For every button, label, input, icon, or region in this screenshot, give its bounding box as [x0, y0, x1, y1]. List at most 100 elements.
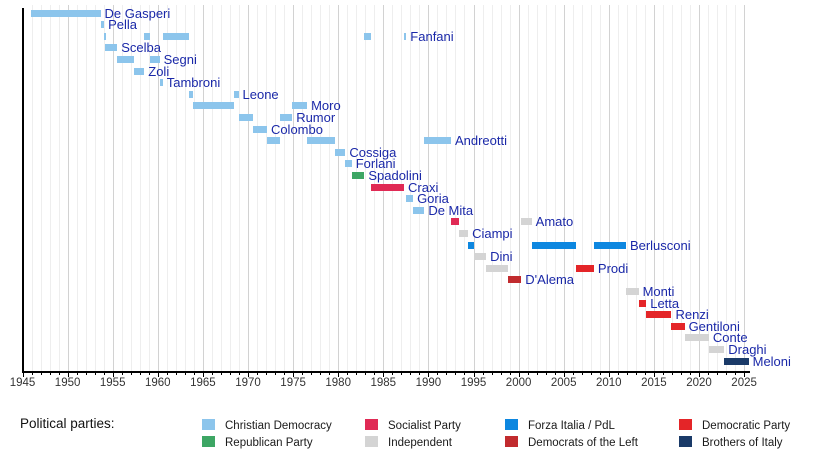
gridline [338, 5, 340, 371]
minor-tick [320, 372, 322, 375]
gridline [437, 5, 439, 371]
gridline [680, 5, 682, 371]
term-bar-ciampi-1 [458, 229, 469, 237]
term-bar-craxi-1 [370, 183, 405, 191]
gridline [491, 5, 493, 371]
pm-label-amato: Amato [535, 214, 574, 230]
legend-swatch-ind [365, 436, 378, 447]
term-bar-goria-1 [406, 195, 414, 203]
pm-label-zoli: Zoli [148, 63, 170, 79]
minor-tick [419, 372, 421, 375]
gridline [644, 5, 646, 371]
term-bar-cossiga-1 [334, 148, 346, 156]
major-tick [383, 372, 385, 377]
gridline [662, 5, 664, 371]
gridline [599, 5, 601, 371]
pm-label-ciampi: Ciampi [472, 225, 513, 241]
pm-label-segni: Segni [163, 51, 197, 67]
minor-tick [175, 372, 177, 375]
term-bar-berlusconi-3 [593, 241, 626, 249]
minor-tick [464, 372, 466, 375]
gridline [302, 5, 304, 371]
minor-tick [717, 372, 719, 375]
minor-tick [184, 372, 186, 375]
term-bar-meloni-1 [724, 357, 749, 365]
pm-label-rumor: Rumor [296, 109, 336, 125]
term-bar-amato-2 [521, 218, 532, 226]
gridline [166, 5, 168, 371]
minor-tick [509, 372, 511, 375]
minor-tick [662, 372, 664, 375]
term-bar-d-alema-1 [507, 276, 522, 284]
term-bar-zoli-1 [133, 67, 145, 75]
gridline [744, 5, 746, 371]
gridline [293, 5, 295, 371]
term-bar-andreotti-2 [307, 137, 335, 145]
gridline [139, 5, 141, 371]
axis-tick-label-1990: 1990 [415, 377, 442, 389]
gridline [527, 5, 529, 371]
term-bar-monti-1 [625, 287, 639, 295]
minor-tick [365, 372, 367, 375]
pm-label-dini: Dini [490, 249, 513, 265]
major-tick [428, 372, 430, 377]
pm-label-leone: Leone [242, 86, 279, 102]
minor-tick [347, 372, 349, 375]
minor-tick [536, 372, 538, 375]
gridline [518, 5, 520, 371]
minor-tick [49, 372, 51, 375]
minor-tick [130, 372, 132, 375]
minor-tick [103, 372, 105, 375]
gridline [130, 5, 132, 371]
minor-tick [708, 372, 710, 375]
term-bar-leone-1 [188, 90, 194, 98]
gridline [699, 5, 700, 371]
term-bar-leone-2 [234, 90, 239, 98]
minor-tick [545, 372, 547, 375]
pm-label-tambroni: Tambroni [166, 75, 221, 91]
minor-tick [148, 372, 150, 375]
gridline [148, 5, 150, 371]
axis-tick-label-1950: 1950 [54, 377, 81, 389]
gridline [238, 5, 240, 371]
minor-tick [626, 372, 628, 375]
legend-swatch-fdi [679, 436, 692, 447]
minor-tick [94, 372, 96, 375]
minor-tick [220, 372, 222, 375]
major-tick [608, 372, 610, 377]
legend-label-dc: Christian Democracy [225, 420, 332, 432]
axis-tick-label-2025: 2025 [731, 377, 757, 389]
legend-label-fi: Forza Italia / PdL [528, 420, 615, 432]
pm-label-moro: Moro [311, 98, 341, 114]
gridline [717, 5, 719, 371]
term-bar-andreotti-3 [424, 137, 451, 145]
gridline [708, 5, 710, 371]
term-bar-prodi-2 [576, 264, 594, 272]
term-bar-spadolini-1 [351, 171, 365, 179]
gridline [410, 5, 412, 371]
minor-tick [455, 372, 457, 375]
major-tick [699, 372, 700, 377]
major-tick [202, 372, 204, 377]
gridline [121, 5, 123, 371]
gridline [184, 5, 186, 371]
pm-label-d-alema: D'Alema [525, 272, 575, 288]
gridline [320, 5, 322, 371]
term-bar-letta-1 [638, 299, 647, 307]
gridline [428, 5, 430, 371]
term-bar-gentiloni-1 [671, 322, 685, 330]
term-bar-draghi-1 [708, 345, 725, 353]
term-bar-fanfani-1 [104, 32, 107, 40]
gridline [103, 5, 105, 371]
pm-label-fanfani: Fanfani [410, 28, 454, 44]
minor-tick [689, 372, 691, 375]
term-bar-berlusconi-1 [468, 241, 474, 249]
gridline [500, 5, 502, 371]
term-bar-fanfani-4 [364, 32, 371, 40]
minor-tick [446, 372, 448, 375]
minor-tick [193, 372, 195, 375]
legend-swatch-dc [202, 419, 215, 430]
gridline [85, 5, 87, 371]
pm-label-prodi: Prodi [597, 260, 629, 276]
